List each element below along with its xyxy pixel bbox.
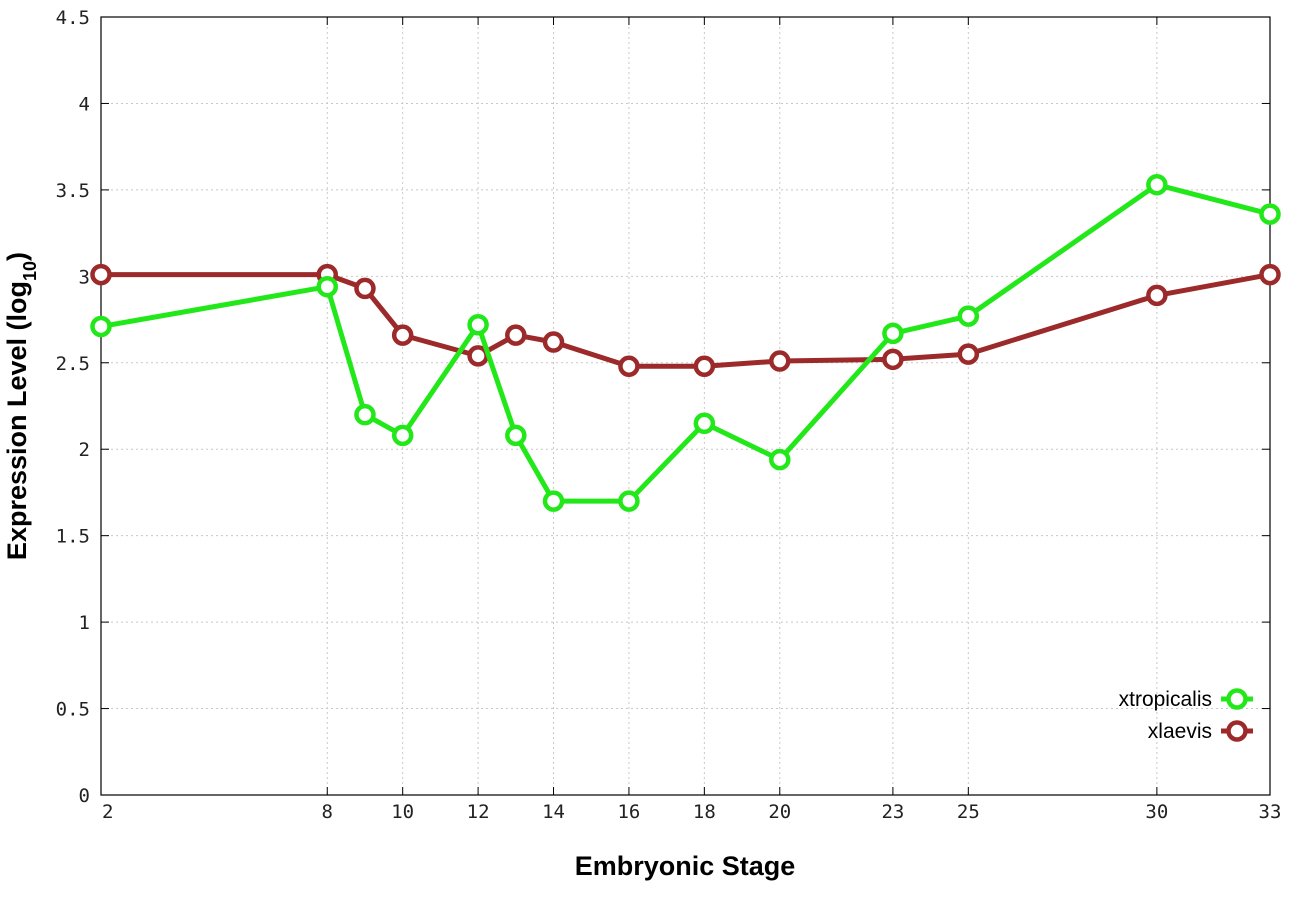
y-tick-label: 2 xyxy=(79,439,90,461)
y-tick-label: 4.5 xyxy=(56,7,90,29)
data-point-xlaevis xyxy=(882,348,904,371)
legend-swatch-marker-xtropicalis xyxy=(1226,688,1248,710)
data-point-xtropicalis xyxy=(354,403,376,426)
y-tick-label: 0 xyxy=(79,785,90,807)
grid xyxy=(101,17,1270,795)
y-axis-title-subscript: 10 xyxy=(20,261,40,281)
x-axis-title: Embryonic Stage xyxy=(575,851,796,881)
series-line-xtropicalis xyxy=(100,182,1271,504)
x-tick-label: 25 xyxy=(957,801,980,823)
data-point-xtropicalis xyxy=(90,315,112,338)
data-point-xlaevis xyxy=(957,343,980,365)
legend-swatch-marker-xlaevis xyxy=(1226,720,1248,742)
legend-label-xtropicalis: xtropicalis xyxy=(1119,688,1212,711)
y-tick-label: 2.5 xyxy=(56,353,90,375)
series-xtropicalis xyxy=(90,173,1281,512)
y-tick-label: 4 xyxy=(79,93,90,115)
y-tick-label: 0.5 xyxy=(56,699,90,721)
series-xlaevis xyxy=(90,263,1281,377)
data-point-xtropicalis xyxy=(1146,173,1168,196)
ticks: 2 8 10 12 14 16 18 20 23 25 30 33 0 0.5 1 1.5 2 2.5 3 3.5 4 4… xyxy=(56,7,1282,823)
y-tick-label: 1 xyxy=(79,612,90,634)
data-point-xtropicalis xyxy=(618,490,640,512)
legend-label-xlaevis: xlaevis xyxy=(1148,720,1212,743)
x-tick-label: 12 xyxy=(467,801,490,823)
x-tick-label: 2 xyxy=(102,801,113,823)
data-point-xlaevis xyxy=(90,263,112,286)
data-point-xtropicalis xyxy=(1259,203,1281,225)
data-point-xtropicalis xyxy=(316,275,339,298)
x-tick-label: 16 xyxy=(617,801,640,823)
data-point-xlaevis xyxy=(769,350,791,372)
data-point-xtropicalis xyxy=(957,305,980,327)
series-line-xlaevis xyxy=(101,272,1271,369)
y-axis-title-close: ) xyxy=(2,252,32,261)
data-point-xlaevis xyxy=(391,324,414,346)
data-point-xtropicalis xyxy=(467,313,489,336)
x-tick-label: 14 xyxy=(542,801,565,823)
y-axis-title-main: Expression Level (log xyxy=(2,281,32,560)
y-axis-title: Expression Level (log10) xyxy=(2,252,40,560)
data-point-xtropicalis xyxy=(391,424,414,447)
data-point-xtropicalis xyxy=(693,412,716,435)
y-tick-label: 1.5 xyxy=(56,526,90,548)
data-point-xtropicalis xyxy=(505,424,527,447)
x-tick-label: 30 xyxy=(1145,801,1168,823)
y-tick-label: 3.5 xyxy=(56,180,90,202)
data-point-xtropicalis xyxy=(882,322,904,345)
data-point-xlaevis xyxy=(354,277,376,300)
data-point-xtropicalis xyxy=(542,490,565,512)
plot-frame xyxy=(100,16,1271,796)
y-tick-label: 3 xyxy=(79,266,90,288)
legend: xtropicalis xlaevis xyxy=(1119,688,1253,743)
x-tick-label: 23 xyxy=(881,801,904,823)
data-point-xlaevis xyxy=(693,355,716,377)
x-tick-label: 18 xyxy=(693,801,716,823)
series-layer xyxy=(90,173,1281,512)
data-point-xlaevis xyxy=(1259,263,1281,286)
data-point-xlaevis xyxy=(618,355,640,377)
data-point-xlaevis xyxy=(542,331,565,353)
x-tick-label: 20 xyxy=(768,801,791,823)
x-tick-label: 33 xyxy=(1259,801,1282,823)
x-tick-label: 8 xyxy=(322,801,333,823)
data-point-xtropicalis xyxy=(769,448,791,471)
x-tick-label: 10 xyxy=(391,801,414,823)
data-point-xlaevis xyxy=(505,324,527,346)
data-point-xlaevis xyxy=(1146,284,1168,307)
